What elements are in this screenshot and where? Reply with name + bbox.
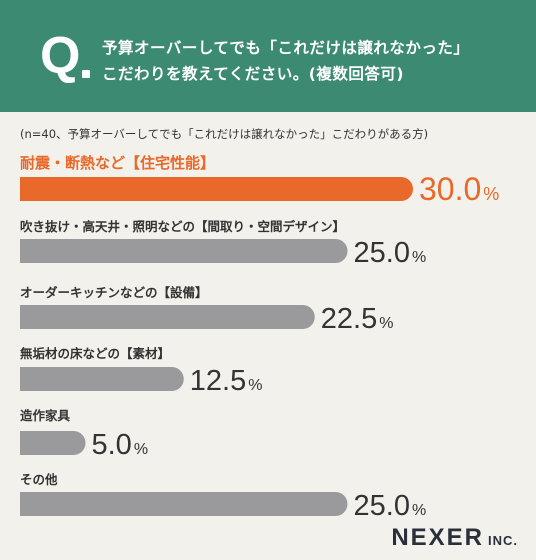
category-label: 無垢材の床などの【素材】 bbox=[20, 346, 170, 361]
value-number: 30.0 bbox=[419, 171, 481, 207]
value-unit: % bbox=[379, 315, 393, 332]
value-label: 30.0% bbox=[419, 171, 499, 207]
q-letter: Q bbox=[40, 27, 81, 85]
value-number: 25.0 bbox=[354, 490, 410, 522]
value-label: 12.5% bbox=[190, 365, 263, 397]
value-unit: % bbox=[134, 441, 148, 458]
question-text-line-1: 予算オーバーしてでも「これだけは譲れなかった」 bbox=[102, 39, 470, 57]
bar-left-edge bbox=[20, 305, 44, 329]
category-label: 耐震・断熱など【住宅性能】 bbox=[20, 154, 215, 172]
sample-note: (n=40、予算オーバーしてでも「これだけは譲れなかった」こだわりがある方) bbox=[20, 127, 429, 141]
nexer-logo: NEXER INC. bbox=[391, 524, 518, 552]
bar-left-edge bbox=[20, 177, 44, 201]
value-label: 25.0% bbox=[354, 490, 427, 522]
logo-text: NEXER bbox=[391, 524, 484, 551]
bar-left-edge bbox=[20, 239, 44, 263]
value-label: 22.5% bbox=[321, 303, 394, 335]
value-number: 22.5 bbox=[321, 303, 377, 335]
category-label: 吹き抜け・高天井・照明などの【間取り・空間デザイン】 bbox=[20, 219, 345, 234]
bar bbox=[20, 305, 315, 329]
category-label: 造作家具 bbox=[20, 408, 71, 423]
question-header: Q 予算オーバーしてでも「これだけは譲れなかった」 こだわりを教えてください。(… bbox=[0, 0, 536, 112]
question-text-line-2: こだわりを教えてください。(複数回答可) bbox=[102, 65, 404, 83]
bar-left-edge bbox=[20, 492, 44, 516]
value-unit: % bbox=[248, 377, 262, 394]
value-number: 25.0 bbox=[354, 237, 410, 269]
value-label: 25.0% bbox=[354, 237, 427, 269]
value-label: 5.0% bbox=[92, 429, 149, 461]
value-number: 12.5 bbox=[190, 365, 246, 397]
q-dot bbox=[82, 70, 90, 78]
value-unit: % bbox=[483, 184, 499, 204]
category-label: オーダーキッチンなどの【設備】 bbox=[20, 285, 208, 300]
bar bbox=[20, 177, 413, 201]
logo-suffix: INC. bbox=[488, 533, 518, 548]
value-unit: % bbox=[412, 249, 426, 266]
bar-left-edge bbox=[20, 367, 44, 391]
bar-left-edge bbox=[20, 431, 44, 455]
bar bbox=[20, 367, 184, 391]
bar bbox=[20, 492, 348, 516]
bar bbox=[20, 239, 348, 263]
value-number: 5.0 bbox=[92, 429, 132, 461]
value-unit: % bbox=[412, 502, 426, 519]
category-label: その他 bbox=[20, 472, 58, 487]
